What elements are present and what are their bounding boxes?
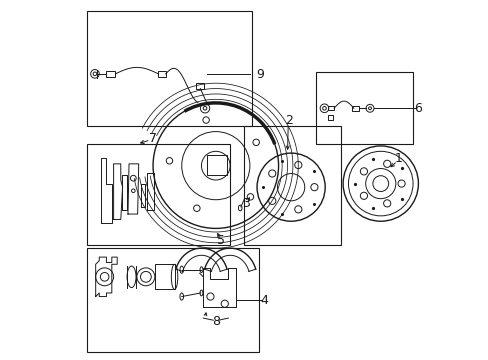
Text: 3: 3 xyxy=(241,197,249,210)
Bar xyxy=(196,83,204,89)
Bar xyxy=(316,72,412,144)
Bar xyxy=(327,115,333,120)
Bar xyxy=(351,106,358,111)
Bar xyxy=(158,71,165,77)
Text: 2: 2 xyxy=(285,114,293,127)
Bar xyxy=(86,248,258,352)
Bar xyxy=(106,71,115,77)
Text: 6: 6 xyxy=(414,102,422,115)
Text: 4: 4 xyxy=(260,294,267,307)
Text: 5: 5 xyxy=(217,234,225,247)
Bar xyxy=(86,144,230,244)
Text: 9: 9 xyxy=(256,68,264,81)
Bar xyxy=(244,126,341,244)
Bar xyxy=(206,155,226,175)
Bar xyxy=(155,264,174,289)
Text: 1: 1 xyxy=(394,152,402,165)
Text: 7: 7 xyxy=(149,132,157,145)
Text: 8: 8 xyxy=(211,315,220,328)
Bar xyxy=(327,106,333,111)
Bar xyxy=(86,12,251,126)
